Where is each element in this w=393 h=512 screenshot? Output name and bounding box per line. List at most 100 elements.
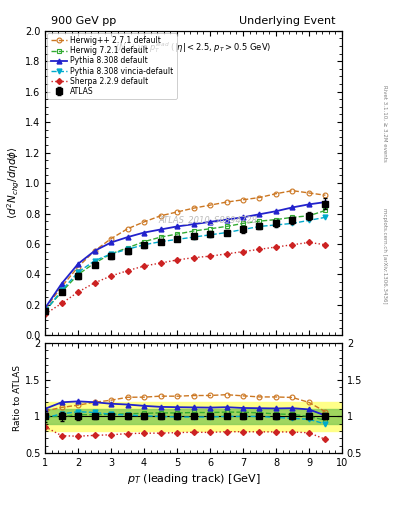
Sherpa 2.2.9 default <box>323 242 328 248</box>
Herwig 7.2.1 default <box>59 289 64 295</box>
Herwig 7.2.1 default <box>323 207 328 214</box>
Legend: Herwig++ 2.7.1 default, Herwig 7.2.1 default, Pythia 8.308 default, Pythia 8.308: Herwig++ 2.7.1 default, Herwig 7.2.1 def… <box>48 33 177 99</box>
Sherpa 2.2.9 default <box>224 251 229 257</box>
Herwig 7.2.1 default <box>158 234 163 240</box>
Pythia 8.308 vincia-default <box>76 269 81 275</box>
Bar <box>45 409 342 424</box>
Pythia 8.308 vincia-default <box>208 232 212 238</box>
Sherpa 2.2.9 default <box>241 248 245 254</box>
Sherpa 2.2.9 default <box>290 242 295 248</box>
Sherpa 2.2.9 default <box>109 273 114 279</box>
Herwig 7.2.1 default <box>257 218 262 224</box>
Pythia 8.308 vincia-default <box>92 258 97 264</box>
Sherpa 2.2.9 default <box>208 253 212 259</box>
Pythia 8.308 vincia-default <box>175 237 180 243</box>
Herwig++ 2.7.1 default <box>142 219 147 225</box>
Pythia 8.308 vincia-default <box>241 226 245 232</box>
Pythia 8.308 default <box>224 217 229 223</box>
Pythia 8.308 vincia-default <box>323 214 328 220</box>
Herwig 7.2.1 default <box>208 226 212 232</box>
Pythia 8.308 default <box>307 201 311 207</box>
Herwig 7.2.1 default <box>43 308 48 314</box>
Sherpa 2.2.9 default <box>76 289 81 295</box>
Sherpa 2.2.9 default <box>158 260 163 266</box>
Pythia 8.308 default <box>125 234 130 240</box>
Pythia 8.308 vincia-default <box>125 246 130 252</box>
Herwig++ 2.7.1 default <box>125 226 130 232</box>
Sherpa 2.2.9 default <box>175 257 180 263</box>
Pythia 8.308 default <box>109 240 114 246</box>
Sherpa 2.2.9 default <box>92 280 97 286</box>
Line: Herwig 7.2.1 default: Herwig 7.2.1 default <box>43 208 328 313</box>
Herwig++ 2.7.1 default <box>241 197 245 203</box>
Line: Sherpa 2.2.9 default: Sherpa 2.2.9 default <box>43 240 327 316</box>
Herwig++ 2.7.1 default <box>43 306 48 312</box>
Herwig 7.2.1 default <box>224 223 229 229</box>
Herwig 7.2.1 default <box>274 217 278 223</box>
Text: 900 GeV pp: 900 GeV pp <box>51 16 116 26</box>
Text: Underlying Event: Underlying Event <box>239 16 336 26</box>
Text: ATLAS_2010_S8894728: ATLAS_2010_S8894728 <box>159 215 258 224</box>
Herwig 7.2.1 default <box>290 214 295 220</box>
Pythia 8.308 vincia-default <box>43 308 48 314</box>
Pythia 8.308 vincia-default <box>142 242 147 248</box>
Sherpa 2.2.9 default <box>191 254 196 261</box>
Sherpa 2.2.9 default <box>142 263 147 269</box>
Y-axis label: $\langle d^2 N_{chg}/d\eta d\phi \rangle$: $\langle d^2 N_{chg}/d\eta d\phi \rangle… <box>6 146 22 220</box>
Herwig++ 2.7.1 default <box>323 192 328 198</box>
Text: mcplots.cern.ch [arXiv:1306.3436]: mcplots.cern.ch [arXiv:1306.3436] <box>382 208 387 304</box>
Herwig++ 2.7.1 default <box>92 248 97 254</box>
Pythia 8.308 default <box>158 226 163 232</box>
Pythia 8.308 default <box>76 261 81 267</box>
Pythia 8.308 default <box>290 204 295 210</box>
Pythia 8.308 vincia-default <box>191 234 196 240</box>
Pythia 8.308 default <box>175 223 180 229</box>
Pythia 8.308 vincia-default <box>257 223 262 229</box>
Line: Pythia 8.308 vincia-default: Pythia 8.308 vincia-default <box>43 215 328 313</box>
Herwig 7.2.1 default <box>241 220 245 226</box>
Herwig 7.2.1 default <box>109 251 114 257</box>
Pythia 8.308 default <box>43 305 48 311</box>
Pythia 8.308 default <box>257 211 262 217</box>
Text: $\langle N_{ch} \rangle$ vs $p_T^{lead}$ ($|\eta| < 2.5$, $p_T > 0.5$ GeV): $\langle N_{ch} \rangle$ vs $p_T^{lead}$… <box>116 40 272 55</box>
X-axis label: $p_T$ (leading track) [GeV]: $p_T$ (leading track) [GeV] <box>127 472 261 486</box>
Sherpa 2.2.9 default <box>274 244 278 250</box>
Pythia 8.308 default <box>59 281 64 287</box>
Sherpa 2.2.9 default <box>59 301 64 307</box>
Herwig++ 2.7.1 default <box>109 236 114 242</box>
Pythia 8.308 vincia-default <box>274 222 278 228</box>
Herwig++ 2.7.1 default <box>307 190 311 196</box>
Herwig++ 2.7.1 default <box>76 264 81 270</box>
Pythia 8.308 default <box>274 208 278 215</box>
Text: Rivet 3.1.10, ≥ 3.2M events: Rivet 3.1.10, ≥ 3.2M events <box>382 84 387 161</box>
Sherpa 2.2.9 default <box>307 240 311 246</box>
Pythia 8.308 vincia-default <box>290 220 295 226</box>
Pythia 8.308 vincia-default <box>224 229 229 236</box>
Herwig 7.2.1 default <box>76 271 81 278</box>
Herwig 7.2.1 default <box>125 245 130 251</box>
Sherpa 2.2.9 default <box>257 246 262 252</box>
Herwig++ 2.7.1 default <box>257 195 262 201</box>
Herwig++ 2.7.1 default <box>158 212 163 219</box>
Herwig 7.2.1 default <box>175 231 180 237</box>
Herwig 7.2.1 default <box>92 260 97 266</box>
Herwig++ 2.7.1 default <box>59 284 64 290</box>
Herwig 7.2.1 default <box>142 239 147 245</box>
Bar <box>45 402 342 431</box>
Herwig++ 2.7.1 default <box>208 202 212 208</box>
Pythia 8.308 default <box>208 219 212 225</box>
Pythia 8.308 default <box>323 199 328 205</box>
Line: Herwig++ 2.7.1 default: Herwig++ 2.7.1 default <box>43 188 328 311</box>
Herwig++ 2.7.1 default <box>224 199 229 205</box>
Herwig++ 2.7.1 default <box>274 190 278 197</box>
Herwig++ 2.7.1 default <box>191 205 196 211</box>
Pythia 8.308 vincia-default <box>109 251 114 257</box>
Pythia 8.308 vincia-default <box>158 239 163 245</box>
Pythia 8.308 default <box>191 221 196 227</box>
Pythia 8.308 default <box>241 214 245 220</box>
Pythia 8.308 default <box>142 229 147 236</box>
Herwig 7.2.1 default <box>191 228 196 234</box>
Herwig++ 2.7.1 default <box>290 187 295 194</box>
Herwig++ 2.7.1 default <box>175 209 180 215</box>
Line: Pythia 8.308 default: Pythia 8.308 default <box>43 200 328 310</box>
